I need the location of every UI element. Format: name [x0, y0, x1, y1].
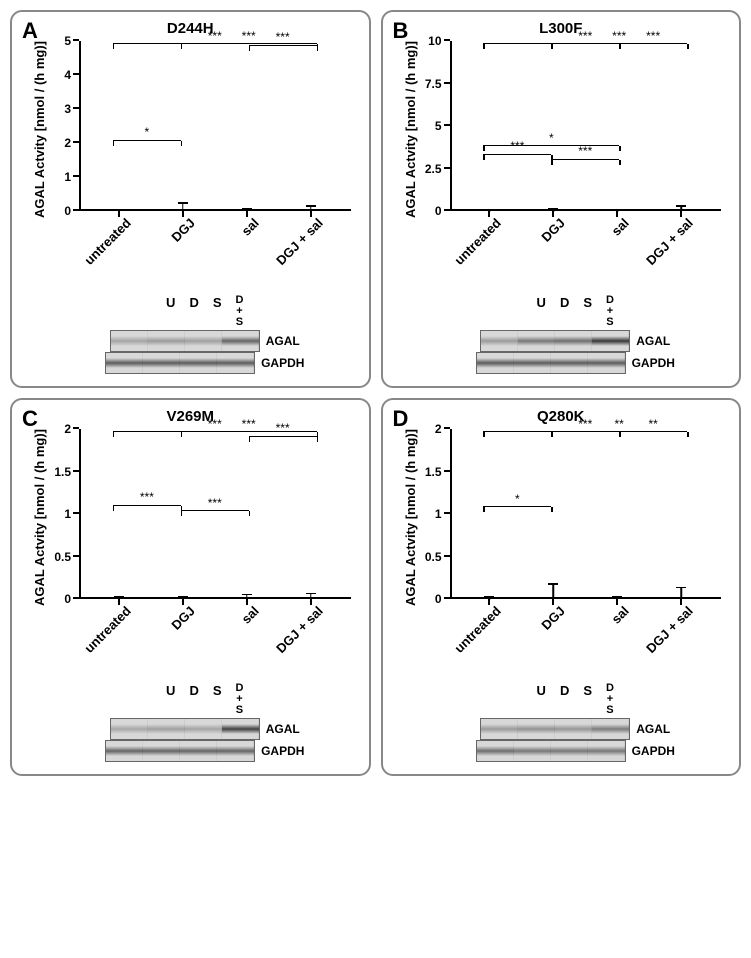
blot-row-label: GAPDH [261, 356, 304, 370]
x-tick-label: untreated [81, 215, 133, 267]
y-tick-label: 7.5 [425, 77, 442, 91]
blot-row-label: AGAL [636, 334, 670, 348]
y-tick-label: 0 [435, 204, 442, 218]
blot-lane-label: D [560, 295, 569, 328]
blot-band-row [110, 330, 260, 352]
blot-lane-label: S [213, 295, 222, 328]
blot-lane-label: U [166, 295, 175, 328]
y-tick-label: 1.5 [425, 465, 442, 479]
x-tick-label: sal [238, 215, 261, 238]
blot-band-row [105, 352, 255, 374]
y-tick-label: 2 [435, 422, 442, 436]
blot-lane-label: D+S [606, 683, 614, 716]
blot-lane-label: U [166, 683, 175, 716]
blot-band-row [476, 352, 626, 374]
y-tick-label: 0.5 [425, 550, 442, 564]
bar-chart: 02.557.510untreatedDGJsalDGJ + sal******… [420, 41, 732, 271]
western-blot: UDS D+S AGAL GAPDH [420, 683, 732, 762]
y-axis-label: AGAL Actvity [nmol / (h mg)] [32, 429, 47, 606]
bar-chart: 00.511.52untreatedDGJsalDGJ + sal*******… [420, 429, 732, 659]
y-tick-label: 2 [64, 136, 71, 150]
bar-chart: 00.511.52untreatedDGJsalDGJ + sal*******… [49, 429, 361, 659]
y-tick-label: 0.5 [54, 550, 71, 564]
blot-row-label: GAPDH [261, 744, 304, 758]
blot-lane-label: U [537, 295, 546, 328]
blot-band-row [105, 740, 255, 762]
blot-lane-label: D [189, 295, 198, 328]
x-tick-label: DGJ + sal [273, 603, 326, 656]
y-tick-label: 1.5 [54, 465, 71, 479]
x-tick-label: untreated [81, 603, 133, 655]
y-tick-label: 0 [64, 204, 71, 218]
blot-row-label: GAPDH [632, 744, 675, 758]
western-blot: UDS D+S AGAL GAPDH [49, 683, 361, 762]
x-tick-label: untreated [452, 215, 504, 267]
y-tick-label: 0 [64, 592, 71, 606]
panel-title: L300F [391, 20, 732, 37]
blot-lane-label: D [560, 683, 569, 716]
blot-lane-label: S [583, 683, 592, 716]
y-axis-label: AGAL Actvity [nmol / (h mg)] [32, 41, 47, 218]
blot-row-label: GAPDH [632, 356, 675, 370]
blot-band-row [480, 718, 630, 740]
x-tick-label: untreated [452, 603, 504, 655]
blot-row-label: AGAL [266, 722, 300, 736]
y-tick-label: 5 [64, 34, 71, 48]
x-tick-label: sal [609, 215, 632, 238]
panel-B: BL300FAGAL Actvity [nmol / (h mg)]02.557… [381, 10, 742, 388]
western-blot: UDS D+S AGAL GAPDH [420, 295, 732, 374]
y-axis-label: AGAL Actvity [nmol / (h mg)] [403, 41, 418, 218]
x-tick-label: DGJ + sal [273, 215, 326, 268]
y-tick-label: 1 [435, 507, 442, 521]
y-tick-label: 2 [64, 422, 71, 436]
blot-lane-label: D+S [236, 683, 244, 716]
blot-band-row [110, 718, 260, 740]
y-tick-label: 1 [64, 170, 71, 184]
y-axis-label: AGAL Actvity [nmol / (h mg)] [403, 429, 418, 606]
panel-D: DQ280KAGAL Actvity [nmol / (h mg)]00.511… [381, 398, 742, 776]
blot-lane-label: U [537, 683, 546, 716]
blot-row-label: AGAL [636, 722, 670, 736]
blot-lane-label: S [583, 295, 592, 328]
blot-lane-label: D+S [236, 295, 244, 328]
panel-A: AD244HAGAL Actvity [nmol / (h mg)]012345… [10, 10, 371, 388]
x-tick-label: sal [609, 603, 632, 626]
blot-band-row [476, 740, 626, 762]
y-tick-label: 0 [435, 592, 442, 606]
panel-C: CV269MAGAL Actvity [nmol / (h mg)]00.511… [10, 398, 371, 776]
x-tick-label: sal [238, 603, 261, 626]
y-tick-label: 4 [64, 68, 71, 82]
blot-lane-label: D [189, 683, 198, 716]
x-tick-label: DGJ [168, 215, 198, 245]
blot-row-label: AGAL [266, 334, 300, 348]
x-tick-label: DGJ [539, 603, 569, 633]
y-tick-label: 1 [64, 507, 71, 521]
y-tick-label: 3 [64, 102, 71, 116]
blot-lane-label: D+S [606, 295, 614, 328]
western-blot: UDS D+S AGAL GAPDH [49, 295, 361, 374]
blot-band-row [480, 330, 630, 352]
blot-lane-label: S [213, 683, 222, 716]
x-tick-label: DGJ + sal [643, 603, 696, 656]
y-tick-label: 2.5 [425, 162, 442, 176]
x-tick-label: DGJ + sal [643, 215, 696, 268]
y-tick-label: 10 [428, 34, 441, 48]
bar-chart: 012345untreatedDGJsalDGJ + sal********** [49, 41, 361, 271]
x-tick-label: DGJ [168, 603, 198, 633]
x-tick-label: DGJ [539, 215, 569, 245]
y-tick-label: 5 [435, 119, 442, 133]
